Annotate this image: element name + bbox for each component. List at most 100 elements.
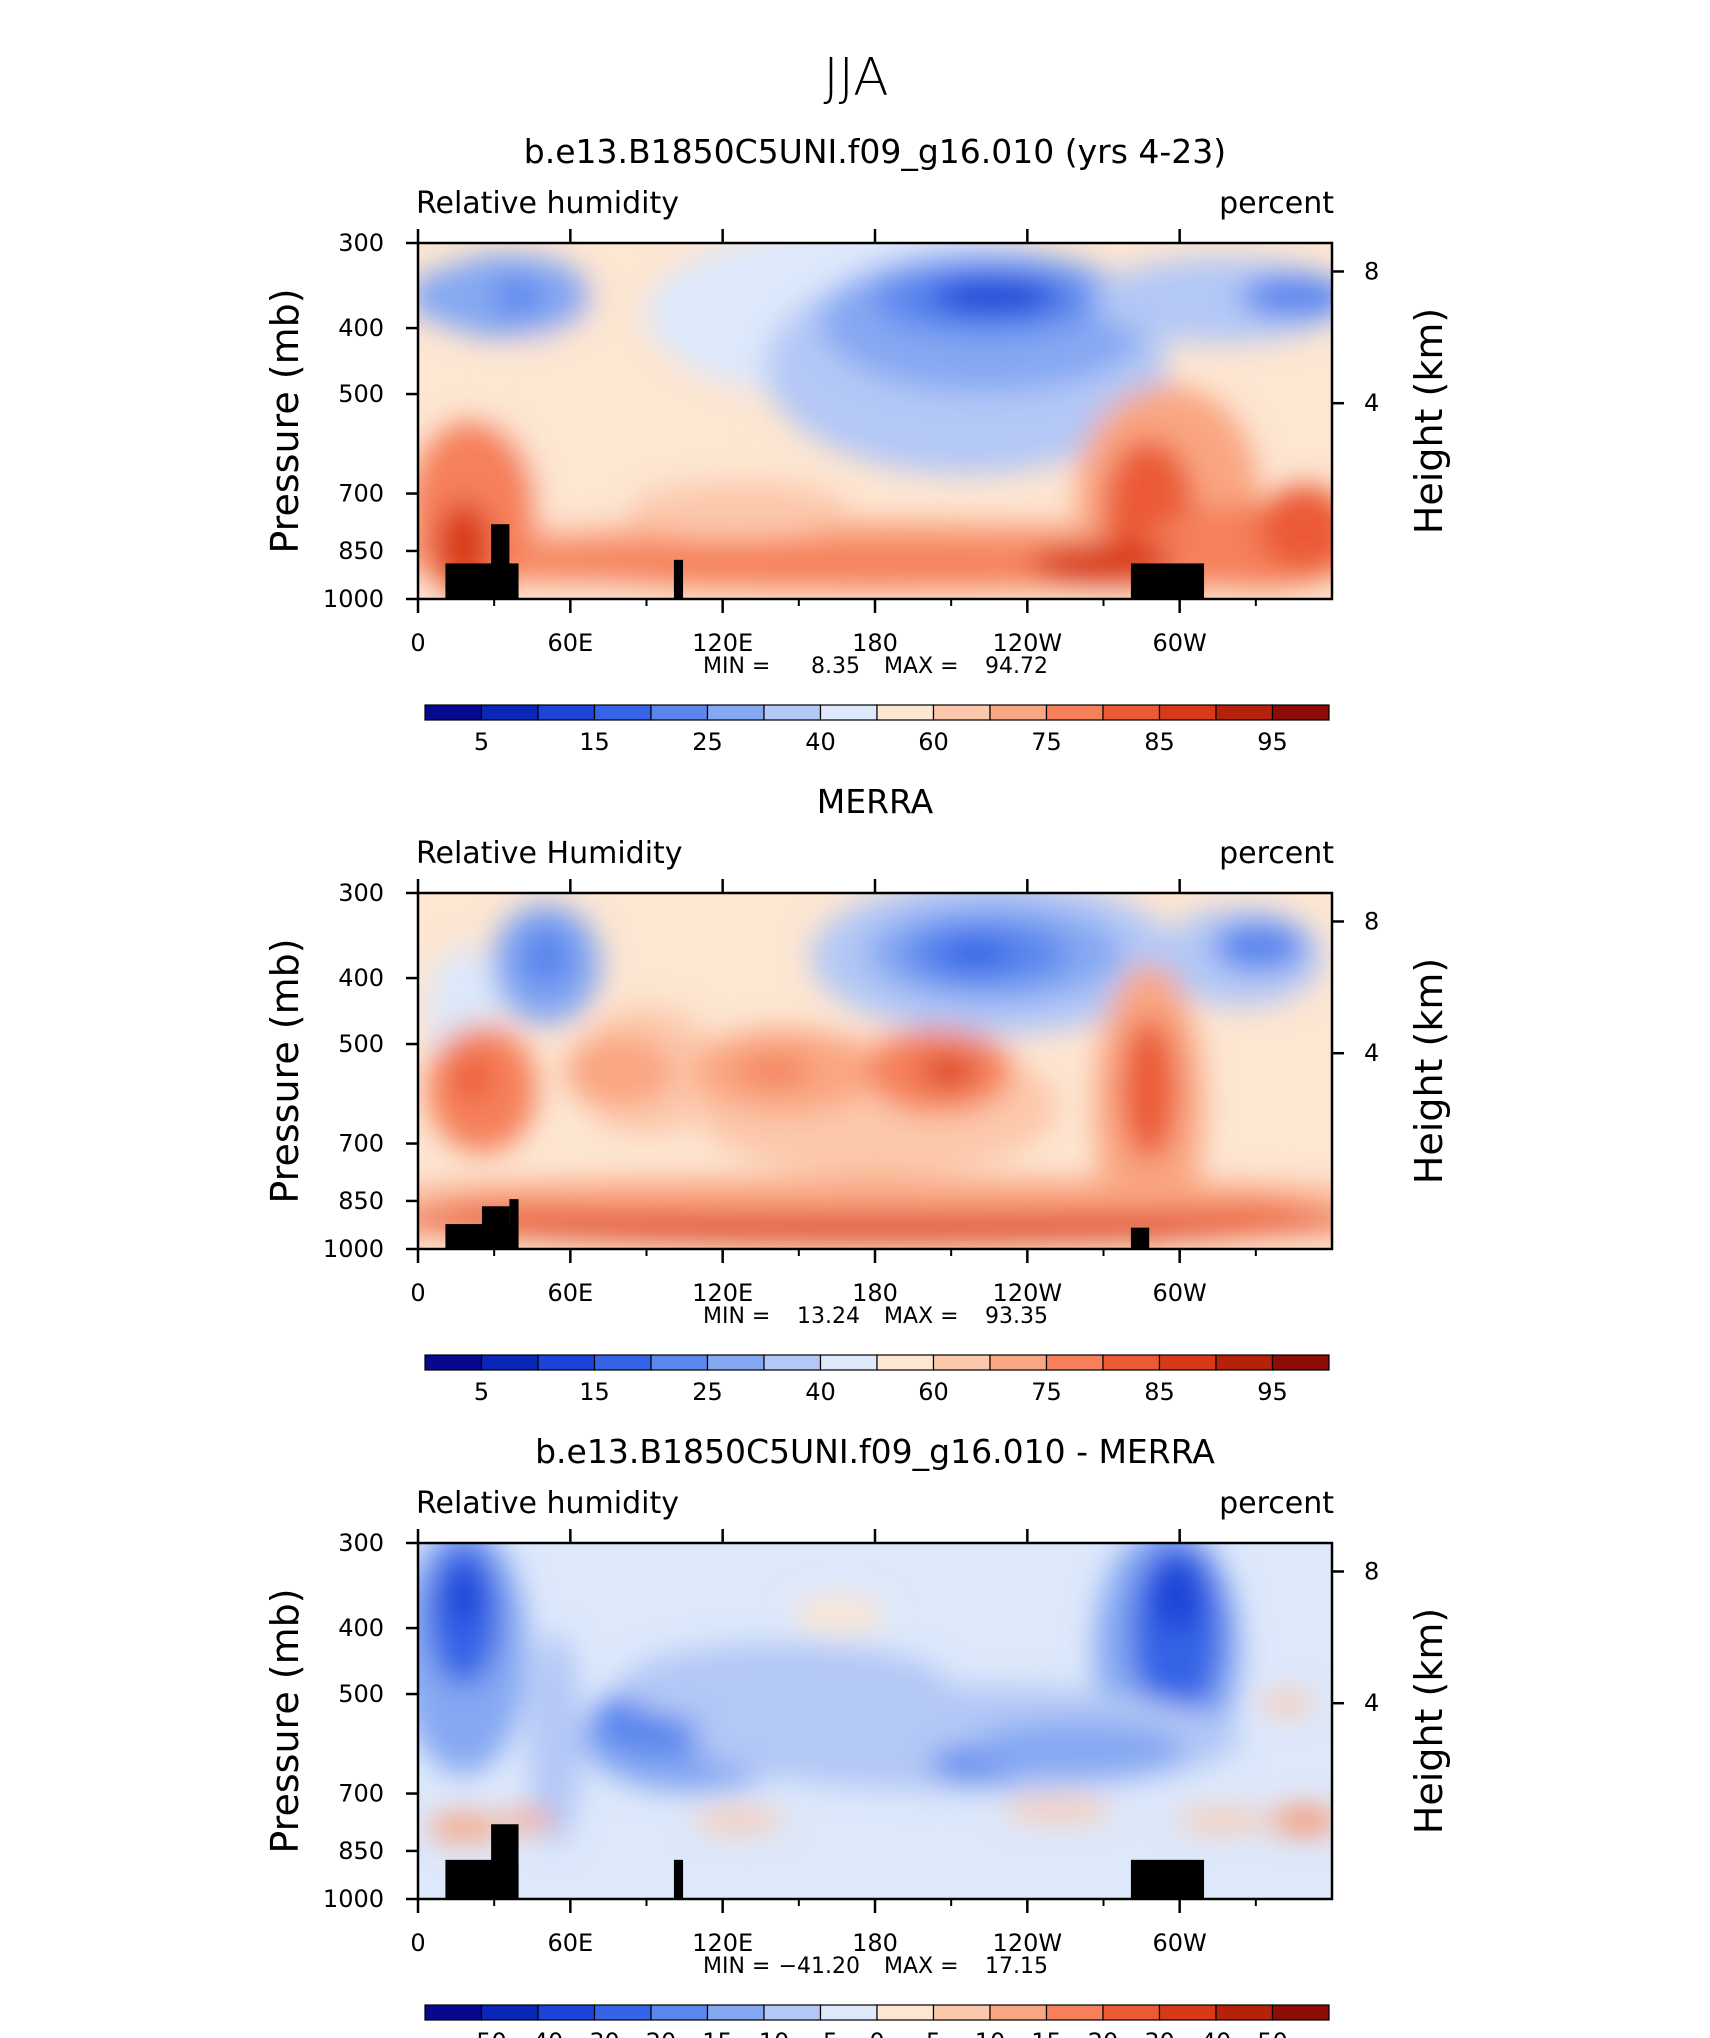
y-tick-label: 1000 <box>323 1235 384 1263</box>
field-label: Relative Humidity <box>416 836 683 871</box>
colorbar-label: 60 <box>918 728 949 756</box>
x-tick-label: 60W <box>1153 1279 1207 1307</box>
colorbar-label: −40 <box>513 2028 564 2038</box>
colorbar-swatch <box>1102 704 1161 721</box>
contour-region <box>929 278 1058 315</box>
colorbar-label: 5 <box>926 2028 941 2038</box>
colorbar-label: 95 <box>1257 1378 1288 1406</box>
y-tick-label: 300 <box>338 879 384 907</box>
colorbar-swatch <box>876 704 935 721</box>
height-tick-label: 8 <box>1364 907 1379 935</box>
unit-label: percent <box>1219 186 1334 221</box>
x-tick-label: 180 <box>852 1279 898 1307</box>
land-mask <box>1130 1227 1150 1249</box>
colorbar-swatch <box>819 2004 878 2021</box>
field-label: Relative humidity <box>416 186 679 221</box>
colorbar-label: −50 <box>456 2028 507 2038</box>
chart-panel-1: b.e13.B1850C5UNI.f09_g16.010 (yrs 4-23) R… <box>263 132 1451 756</box>
y-axis-title: Pressure (mb) <box>263 1588 307 1853</box>
y-tick-label: 500 <box>338 1680 384 1708</box>
colorbar-swatch <box>650 2004 709 2021</box>
colorbar-label: 40 <box>1201 2028 1232 2038</box>
min-label: MIN = <box>703 654 770 679</box>
contour-region <box>737 1056 812 1086</box>
colorbar-label: 0 <box>869 2028 884 2038</box>
colorbar-swatch <box>480 704 539 721</box>
land-mask <box>673 559 684 599</box>
x-tick-label: 120W <box>993 1929 1063 1957</box>
y-tick-label: 700 <box>338 1780 384 1808</box>
contour-region <box>527 1632 583 1846</box>
figure-title: JJA <box>823 48 888 108</box>
y-tick-label: 850 <box>338 1837 384 1865</box>
y-tick-label: 400 <box>338 964 384 992</box>
x-tick-label: 0 <box>410 1279 425 1307</box>
colorbar-label: 15 <box>1031 2028 1062 2038</box>
contour-region <box>1240 275 1332 318</box>
colorbar-label: 40 <box>805 728 836 756</box>
contour-region <box>1176 1810 1269 1832</box>
contour-region <box>619 1642 949 1729</box>
colorbar-label: 50 <box>1257 2028 1288 2038</box>
colorbar-label: 30 <box>1144 2028 1175 2038</box>
x-tick-label: 60E <box>547 1929 593 1957</box>
min-value: 8.35 <box>811 654 860 679</box>
colorbar-swatch <box>537 2004 596 2021</box>
colorbar-swatch <box>876 1354 935 1371</box>
colorbar-label: 75 <box>1031 1378 1062 1406</box>
colorbar-swatch <box>932 2004 991 2021</box>
contour-region <box>509 1220 1241 1242</box>
colorbar-swatch <box>1158 1354 1217 1371</box>
colorbar-swatch <box>1271 1354 1330 1371</box>
contour-region <box>445 1567 482 1625</box>
colorbar-label: −15 <box>682 2028 733 2038</box>
contour-region <box>1002 1799 1113 1821</box>
chart-panel-3: b.e13.B1850C5UNI.f09_g16.010 - MERRA Rela… <box>263 1432 1451 2038</box>
contour-region <box>692 1810 784 1832</box>
x-tick-label: 120E <box>692 629 753 657</box>
x-tick-label: 180 <box>852 629 898 657</box>
colorbar-swatch <box>989 1354 1048 1371</box>
contour-region <box>1213 921 1305 972</box>
colorbar-swatch <box>763 2004 822 2021</box>
colorbar-label: 10 <box>975 2028 1006 2038</box>
colorbar-label: 95 <box>1257 728 1288 756</box>
colorbar-label: 60 <box>918 1378 949 1406</box>
x-tick-label: 0 <box>410 629 425 657</box>
colorbar-swatch <box>650 1354 709 1371</box>
height-axis-title: Height (km) <box>1407 958 1451 1184</box>
colorbar-label: 40 <box>805 1378 836 1406</box>
contour-field <box>418 1543 1332 1899</box>
max-value: 93.35 <box>985 1304 1048 1329</box>
panel-title: b.e13.B1850C5UNI.f09_g16.010 (yrs 4-23) <box>524 132 1226 171</box>
colorbar: 5 15 25 40 60 75 85 95 <box>424 704 1330 756</box>
contour-blobs <box>418 243 1332 599</box>
colorbar-swatch <box>593 1354 652 1371</box>
y-tick-label: 850 <box>338 537 384 565</box>
colorbar-label: −30 <box>569 2028 620 2038</box>
land-mask <box>491 1824 519 1899</box>
colorbar-swatch <box>763 1354 822 1371</box>
colorbar-swatch <box>1215 704 1274 721</box>
y-tick-label: 700 <box>338 1130 384 1158</box>
height-tick-label: 4 <box>1364 1039 1379 1067</box>
x-tick-label: 0 <box>410 1929 425 1957</box>
contour-region <box>564 1035 674 1107</box>
land-mask <box>509 1199 519 1249</box>
colorbar: −50−40−30−20−15−10−505101520304050 <box>424 2004 1330 2038</box>
colorbar-label: 15 <box>579 1378 610 1406</box>
x-tick-label: 60E <box>547 1279 593 1307</box>
min-label: MIN = <box>703 1954 770 1979</box>
colorbar-label: 5 <box>474 1378 489 1406</box>
colorbar-swatch <box>1045 704 1104 721</box>
contour-region <box>454 1056 492 1100</box>
colorbar-swatch <box>1271 2004 1330 2021</box>
contour-region <box>920 1056 976 1086</box>
land-mask <box>1130 563 1205 599</box>
x-tick-label: 120W <box>993 1279 1063 1307</box>
max-value: 94.72 <box>985 654 1048 679</box>
min-label: MIN = <box>703 1304 770 1329</box>
x-tick-label: 60E <box>547 629 593 657</box>
colorbar-swatch <box>706 1354 765 1371</box>
